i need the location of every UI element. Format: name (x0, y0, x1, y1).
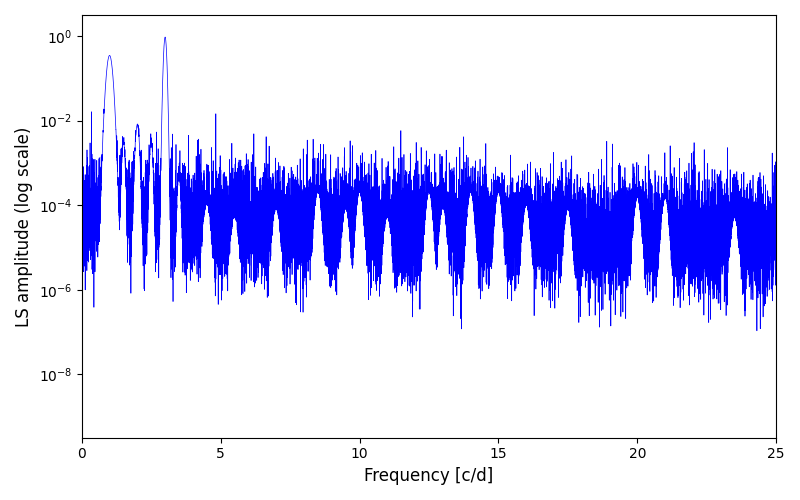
Y-axis label: LS amplitude (log scale): LS amplitude (log scale) (15, 126, 33, 326)
X-axis label: Frequency [c/d]: Frequency [c/d] (364, 467, 494, 485)
